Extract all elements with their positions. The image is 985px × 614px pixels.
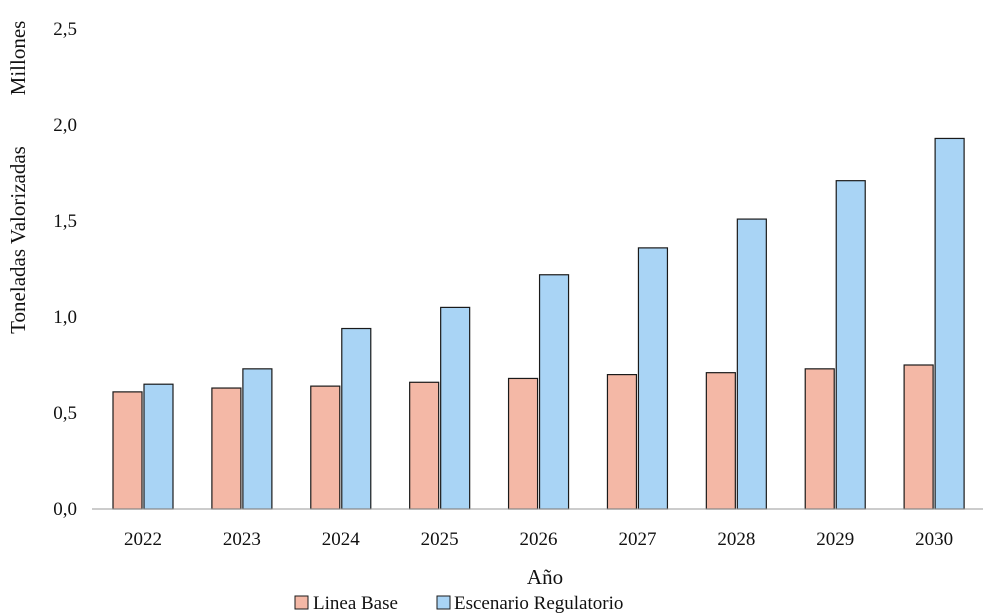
x-tick-label: 2027 xyxy=(618,529,656,550)
y-tick-label: 2,0 xyxy=(53,115,77,136)
legend-label: Escenario Regulatorio xyxy=(454,593,623,614)
x-tick-label: 2030 xyxy=(915,529,953,550)
bar-escenario-regulatorio-2030 xyxy=(934,137,965,510)
bar-linea-base-2022 xyxy=(112,391,143,510)
y-tick-label: 0,5 xyxy=(53,403,77,424)
x-tick-label: 2029 xyxy=(816,529,854,550)
y-tick-label: 1,0 xyxy=(53,307,77,328)
legend-swatch-linea-base xyxy=(294,595,309,610)
bar-linea-base-2026 xyxy=(507,377,539,510)
y-axis-title: Toneladas Valorizadas xyxy=(6,146,30,334)
legend-swatch-escenario-regulatorio xyxy=(436,595,451,610)
x-axis-ticks: 2022 2023 2024 2025 2026 2027 2028 2029 2030 xyxy=(124,529,953,550)
y-tick-label: 0,0 xyxy=(53,499,77,520)
x-tick-label: 2024 xyxy=(322,529,361,550)
bar-linea-base-2025 xyxy=(409,381,440,510)
bar-escenario-regulatorio-2022 xyxy=(143,383,174,510)
bar-escenario-regulatorio-2028 xyxy=(736,218,767,510)
bar-escenario-regulatorio-2029 xyxy=(835,180,866,510)
bar-escenario-regulatorio-2027 xyxy=(637,247,669,510)
bar-linea-base-2024 xyxy=(310,385,341,510)
bar-linea-base-2027 xyxy=(606,374,638,510)
legend: Linea Base Escenario Regulatorio xyxy=(294,593,623,614)
bars xyxy=(112,137,965,510)
y-axis-ticks: 0,0 0,5 1,0 1,5 2,0 2,5 xyxy=(53,19,77,520)
y-tick-label: 2,5 xyxy=(53,19,77,40)
x-axis-title: Año xyxy=(527,565,563,589)
x-tick-label: 2025 xyxy=(421,529,459,550)
bar-linea-base-2023 xyxy=(211,387,242,510)
x-tick-label: 2022 xyxy=(124,529,162,550)
x-tick-label: 2028 xyxy=(717,529,755,550)
bar-escenario-regulatorio-2023 xyxy=(242,368,273,510)
x-tick-label: 2026 xyxy=(520,529,558,550)
y-axis-unit-label: Millones xyxy=(6,21,30,96)
bar-escenario-regulatorio-2026 xyxy=(538,274,570,510)
bar-linea-base-2030 xyxy=(903,364,934,510)
bar-escenario-regulatorio-2024 xyxy=(341,327,372,510)
bar-linea-base-2028 xyxy=(705,372,736,510)
legend-label: Linea Base xyxy=(313,593,398,614)
y-tick-label: 1,5 xyxy=(53,211,77,232)
bar-escenario-regulatorio-2025 xyxy=(440,306,471,510)
bar-linea-base-2029 xyxy=(804,368,835,510)
x-tick-label: 2023 xyxy=(223,529,261,550)
